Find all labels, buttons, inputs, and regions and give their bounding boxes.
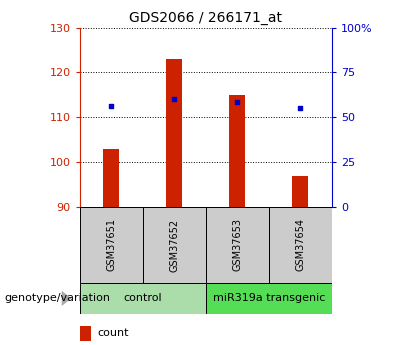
Title: GDS2066 / 266171_at: GDS2066 / 266171_at	[129, 11, 282, 25]
FancyBboxPatch shape	[269, 207, 332, 283]
Polygon shape	[62, 291, 71, 306]
Text: miR319a transgenic: miR319a transgenic	[213, 294, 325, 303]
FancyBboxPatch shape	[80, 283, 206, 314]
Text: genotype/variation: genotype/variation	[4, 294, 110, 303]
Text: GSM37652: GSM37652	[169, 218, 179, 272]
FancyBboxPatch shape	[143, 207, 206, 283]
FancyBboxPatch shape	[206, 207, 269, 283]
Text: control: control	[123, 294, 162, 303]
Point	[234, 99, 241, 104]
FancyBboxPatch shape	[80, 207, 143, 283]
Point	[297, 106, 304, 111]
FancyBboxPatch shape	[206, 283, 332, 314]
Point	[171, 97, 178, 102]
Text: GSM37653: GSM37653	[232, 218, 242, 272]
Text: count: count	[97, 328, 129, 338]
Bar	[80, 326, 91, 341]
Text: GSM37651: GSM37651	[106, 218, 116, 272]
Text: GSM37654: GSM37654	[295, 218, 305, 272]
Bar	[292, 176, 308, 207]
Point	[108, 103, 115, 109]
Bar	[103, 149, 119, 207]
Bar	[229, 95, 245, 207]
Bar	[166, 59, 182, 207]
